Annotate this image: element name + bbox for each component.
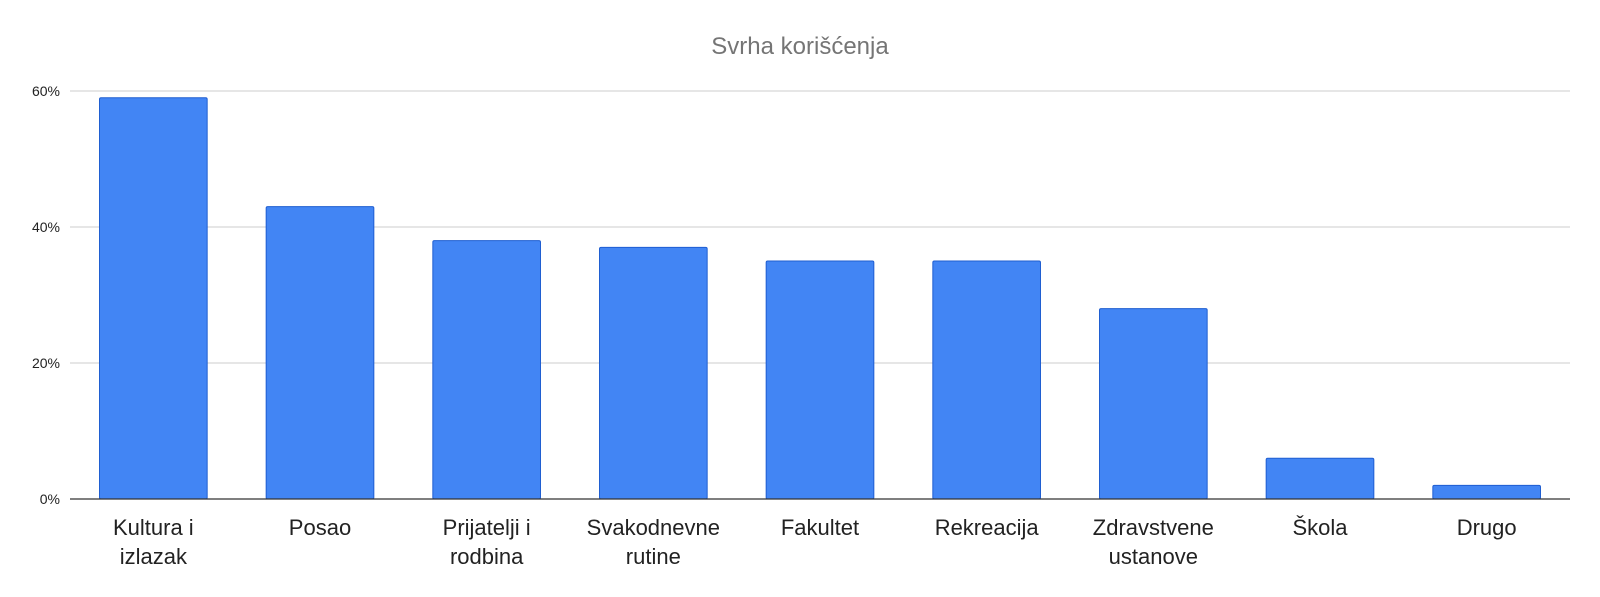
x-axis-tick-labels: Kultura i izlazak Posao Prijatelji i rodbina… [113, 515, 1517, 569]
x-tick-label: Kultura i izlazak [113, 515, 194, 569]
y-tick-label: 60% [32, 83, 60, 99]
y-tick-label: 40% [32, 219, 60, 235]
bars [99, 97, 1542, 500]
bar-4 [599, 246, 708, 500]
bar-1 [99, 97, 208, 500]
bar-6 [932, 260, 1041, 500]
bar-8 [1265, 457, 1375, 500]
x-tick-label: Zdravstvene ustanove [1093, 515, 1214, 569]
x-tick-label: Svakodnevne rutine [587, 515, 720, 569]
x-tick-label: Prijatelji i rodbina [443, 515, 531, 569]
y-axis-tick-labels: 0% 20% 40% 60% [32, 83, 60, 507]
bar-3 [432, 240, 542, 500]
bar-7 [1099, 308, 1208, 500]
bar-9 [1432, 484, 1542, 500]
bar-2 [265, 206, 375, 500]
x-tick-label: Fakultet [781, 515, 859, 540]
x-tick-label: Škola [1292, 515, 1348, 540]
chart-title: Svrha korišćenja [711, 33, 889, 60]
y-tick-label: 0% [40, 491, 60, 507]
bar-5 [765, 260, 875, 500]
x-tick-label: Posao [289, 515, 351, 540]
x-tick-label: Rekreacija [935, 515, 1040, 540]
x-tick-label: Drugo [1457, 515, 1517, 540]
y-tick-label: 20% [32, 355, 60, 371]
